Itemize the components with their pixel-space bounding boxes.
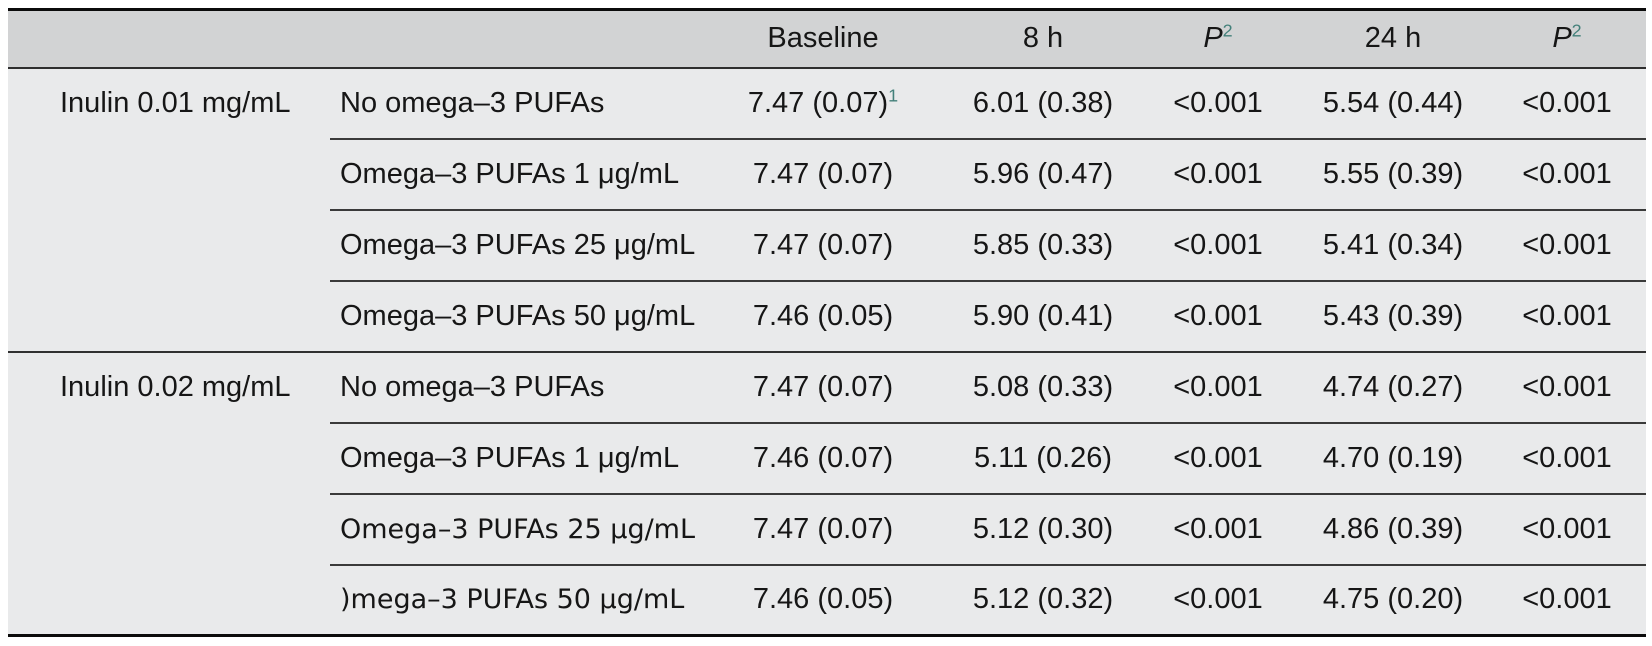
p-footnote-2: 2: [1571, 20, 1582, 41]
table-row: Omega–3 PUFAs 50 μg/mL 7.46 (0.05) 5.90 …: [8, 280, 1646, 353]
header-row: Baseline 8 h P2 24 h P2: [8, 9, 1646, 69]
cell-p-24h: <0.001: [1488, 280, 1646, 353]
treatment-label: Omega–3 PUFAs 1 μg/mL: [330, 138, 698, 211]
cell-baseline: 7.46 (0.05): [752, 583, 894, 616]
group-label-spacer: [8, 210, 330, 281]
group-label-spacer: [8, 494, 330, 565]
cell-24h: 4.70 (0.19): [1298, 422, 1488, 495]
table-row: Inulin 0.01 mg/mL No omega–3 PUFAs 7.47 …: [8, 67, 1646, 140]
cell-p-24h: <0.001: [1488, 351, 1646, 424]
cell-8h: 6.01 (0.38): [948, 67, 1138, 140]
cell-p-24h: <0.001: [1488, 138, 1646, 211]
table-row: Omega–3 PUFAs 1 μg/mL 7.46 (0.07) 5.11 (…: [8, 422, 1646, 495]
cell-8h: 5.08 (0.33): [948, 351, 1138, 424]
cell-p-8h: <0.001: [1138, 351, 1298, 424]
table-row: Omega–3 PUFAs 1 μg/mL 7.47 (0.07) 5.96 (…: [8, 138, 1646, 211]
group-label-spacer: [8, 280, 330, 353]
group-label-spacer: [8, 565, 330, 636]
cell-8h: 5.96 (0.47): [948, 138, 1138, 211]
cell-24h: 5.43 (0.39): [1298, 280, 1488, 353]
cell-8h: 5.85 (0.33): [948, 209, 1138, 282]
cell-p-24h: <0.001: [1488, 67, 1646, 140]
header-baseline: Baseline: [698, 9, 948, 69]
cell-p-24h: <0.001: [1488, 209, 1646, 282]
cell-24h: 5.54 (0.44): [1298, 67, 1488, 140]
results-table: Baseline 8 h P2 24 h P2 Inulin 0.01 mg/m…: [8, 8, 1646, 637]
header-empty-group: [8, 9, 330, 69]
cell-p-8h: <0.001: [1138, 209, 1298, 282]
cell-p-24h: <0.001: [1488, 422, 1646, 495]
cell-24h: 5.41 (0.34): [1298, 209, 1488, 282]
treatment-label: )mega–3 PUFAs 50 μg/mL: [340, 584, 685, 616]
header-8h: 8 h: [948, 9, 1138, 69]
cell-24h: 4.86 (0.39): [1298, 493, 1488, 566]
treatment-label: Omega–3 PUFAs 1 μg/mL: [330, 422, 698, 495]
header-p-24h: P2: [1488, 9, 1646, 69]
cell-baseline: 7.47 (0.07): [698, 351, 948, 424]
cell-24h: 5.55 (0.39): [1298, 138, 1488, 211]
p-label: P: [1552, 22, 1572, 55]
table-row: Inulin 0.02 mg/mL No omega–3 PUFAs 7.47 …: [8, 351, 1646, 424]
cell-24h: 4.75 (0.20): [1322, 583, 1464, 616]
cell-baseline: 7.47 (0.07)1: [698, 67, 948, 140]
header-p-8h: P2: [1138, 9, 1298, 69]
group-label-spacer: [8, 423, 330, 494]
cell-p-8h: <0.001: [1173, 583, 1263, 616]
table-row: Omega–3 PUFAs 25 μg/mL 7.47 (0.07) 5.12 …: [8, 493, 1646, 566]
header-24h: 24 h: [1298, 9, 1488, 69]
cell-baseline: 7.47 (0.07): [698, 138, 948, 211]
cell-baseline: 7.47 (0.07): [698, 209, 948, 282]
cell-8h: 5.12 (0.30): [948, 493, 1138, 566]
treatment-label: Omega–3 PUFAs 25 μg/mL: [330, 493, 698, 566]
table-row: Omega–3 PUFAs 25 μg/mL 7.47 (0.07) 5.85 …: [8, 209, 1646, 282]
cell-p-24h: <0.001: [1522, 583, 1612, 616]
group-label-spacer: [8, 139, 330, 210]
cell-baseline: 7.46 (0.05): [698, 280, 948, 353]
cell-8h: 5.11 (0.26): [948, 422, 1138, 495]
cell-p-8h: <0.001: [1138, 493, 1298, 566]
treatment-label: No omega–3 PUFAs: [330, 67, 698, 140]
table-body: Inulin 0.01 mg/mL No omega–3 PUFAs 7.47 …: [8, 67, 1646, 636]
table-header: Baseline 8 h P2 24 h P2: [8, 9, 1646, 69]
treatment-label: No omega–3 PUFAs: [330, 351, 698, 424]
cell-baseline: 7.47 (0.07): [698, 493, 948, 566]
group-label: Inulin 0.01 mg/mL: [60, 87, 291, 119]
cell-8h: 5.12 (0.32): [972, 583, 1114, 616]
cell-p-8h: <0.001: [1138, 280, 1298, 353]
cell-p-8h: <0.001: [1138, 67, 1298, 140]
cell-24h: 4.74 (0.27): [1298, 351, 1488, 424]
baseline-footnote-1: 1: [888, 84, 899, 105]
cell-p-8h: <0.001: [1138, 138, 1298, 211]
cell-p-24h: <0.001: [1488, 493, 1646, 566]
treatment-label: Omega–3 PUFAs 25 μg/mL: [330, 209, 698, 282]
cell-baseline: 7.46 (0.07): [698, 422, 948, 495]
header-empty-treatment: [330, 9, 698, 69]
cell-p-8h: <0.001: [1138, 422, 1298, 495]
cell-8h: 5.90 (0.41): [948, 280, 1138, 353]
p-label: P: [1203, 22, 1223, 55]
group-label: Inulin 0.02 mg/mL: [60, 371, 291, 403]
treatment-label: Omega–3 PUFAs 50 μg/mL: [330, 280, 698, 353]
table-row: )mega–3 PUFAs 50 μg/mL 7.46 (0.05) 5.12 …: [8, 565, 1646, 636]
p-footnote-2: 2: [1222, 20, 1233, 41]
baseline-value: 7.47 (0.07): [747, 86, 889, 119]
